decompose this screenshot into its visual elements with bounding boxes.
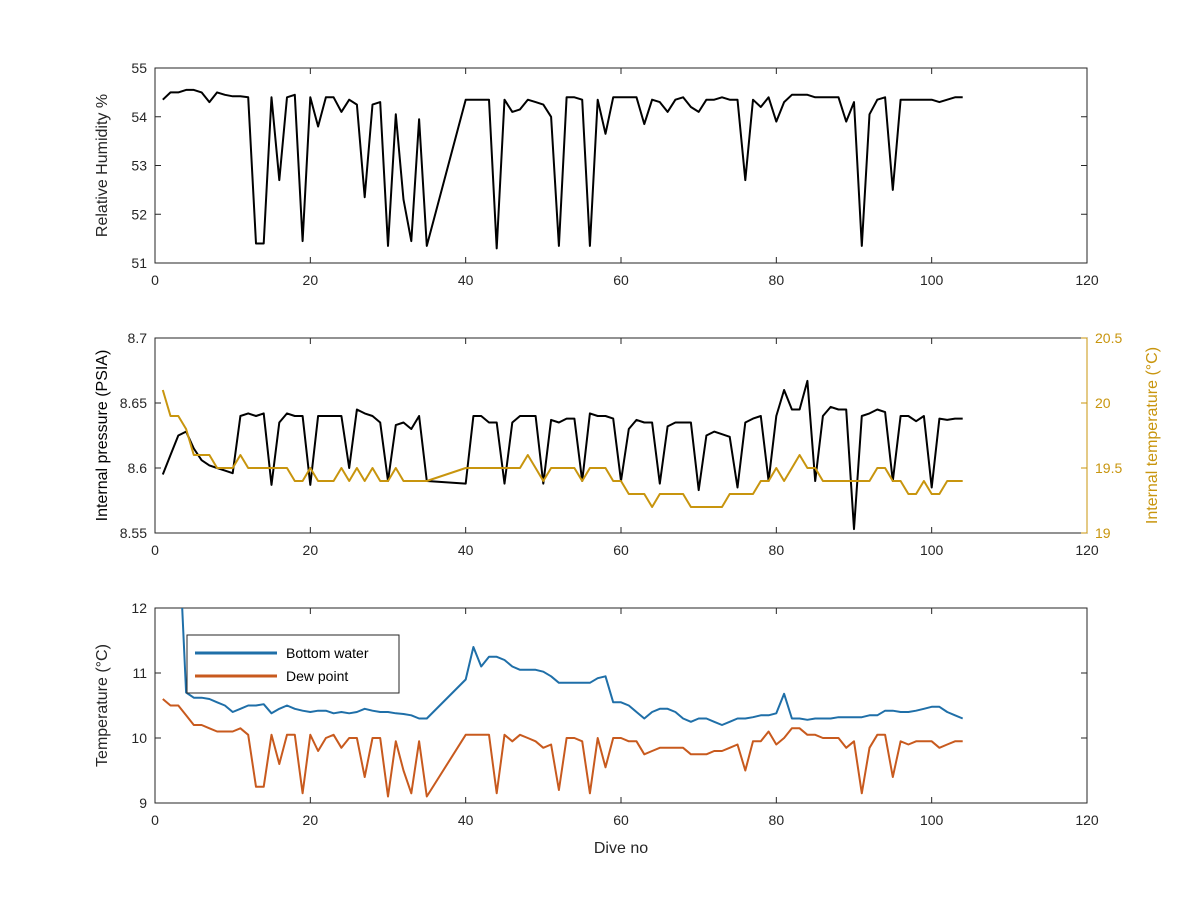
legend-label: Bottom water [286,645,369,661]
y-tick-label: 8.55 [120,525,147,541]
x-tick-label: 60 [613,542,629,558]
y-tick-label: 54 [131,109,147,125]
y-tick-label: 8.65 [120,395,147,411]
legend-label: Dew point [286,668,348,684]
y-tick-label: 8.6 [128,460,148,476]
x-tick-label: 0 [151,272,159,288]
y-tick-label: 9 [139,795,147,811]
x-tick-label: 100 [920,272,944,288]
y-tick-label: 55 [131,60,147,76]
x-tick-label: 40 [458,812,474,828]
series-line-dew-point [162,698,963,798]
x-tick-label: 0 [151,812,159,828]
y-axis-label: Relative Humidity % [94,94,111,237]
y2-tick-label: 20 [1095,395,1111,411]
y2-axis-label: Internal temperature (°C) [1144,347,1161,524]
chart-panel-3: Bottom water Dew point [154,607,1088,804]
x-tick-label: 120 [1075,812,1099,828]
y-axis-label: Internal pressure (PSIA) [94,350,111,522]
x-tick-label: 80 [769,812,785,828]
legend: Bottom water Dew point [186,634,400,694]
chart-panel-2 [154,337,1088,534]
x-tick-label: 20 [303,272,319,288]
x-tick-label: 20 [303,542,319,558]
series-line-1 [161,379,963,531]
x-tick-label: 100 [920,812,944,828]
y2-tick-label: 19 [1095,525,1111,541]
series-line-right-axis [161,389,963,508]
x-tick-label: 80 [769,542,785,558]
y2-tick-label: 20.5 [1095,330,1122,346]
series-line-1 [162,88,963,250]
y-axis-label: Temperature (°C) [94,644,111,767]
y-tick-label: 12 [131,600,147,616]
y-tick-label: 8.7 [128,330,148,346]
x-tick-label: 40 [458,272,474,288]
y-tick-label: 11 [132,665,147,681]
x-tick-label: 100 [920,542,944,558]
x-axis-label: Dive no [594,840,648,857]
y2-tick-label: 19.5 [1095,460,1122,476]
x-tick-label: 40 [458,542,474,558]
series-line-bottom-water [181,608,964,726]
x-tick-label: 120 [1075,542,1099,558]
x-tick-label: 60 [613,272,629,288]
x-tick-label: 120 [1075,272,1099,288]
y-tick-label: 51 [131,255,147,271]
y-tick-label: 53 [131,158,147,174]
legend-box [186,634,400,694]
y-tick-label: 10 [131,730,147,746]
x-tick-label: 80 [769,272,785,288]
x-tick-label: 0 [151,542,159,558]
x-tick-label: 60 [613,812,629,828]
y-tick-label: 52 [131,206,147,222]
chart-panel-1 [154,67,1088,264]
x-tick-label: 20 [303,812,319,828]
axis-frame [154,337,1088,534]
